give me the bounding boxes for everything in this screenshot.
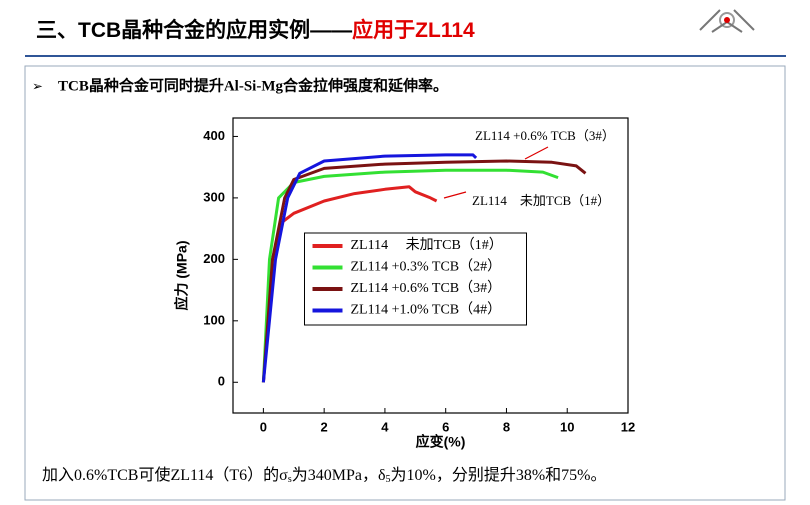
y-tick-label: 300	[203, 189, 225, 204]
x-tick-label: 8	[503, 419, 510, 434]
x-tick-label: 2	[321, 419, 328, 434]
logo	[699, 9, 755, 33]
bullet-marker: ➢	[32, 78, 43, 93]
annotation-arrow	[524, 146, 549, 160]
title-text: 三、TCB晶种合金的应用实例——	[36, 18, 352, 42]
plot-frame	[232, 117, 629, 414]
legend-label: ZL114 +0.3% TCB（2#）	[351, 259, 502, 275]
legend-label: ZL114 +1.0% TCB（4#）	[351, 302, 502, 318]
content-frame	[24, 65, 786, 501]
series-line	[261, 168, 559, 383]
legend-label: ZL114 未加TCB（1#）	[351, 237, 503, 253]
chart: 0 2 4 6 8 10 12 0 100 200 300 400 应变(%) 应力 (MPa) ZL114…	[174, 117, 635, 450]
y-tick-label: 400	[203, 128, 225, 143]
legend-label: ZL114 +0.6% TCB（3#）	[351, 280, 502, 296]
x-tick-label: 6	[442, 419, 449, 434]
footer-part: 加入0.6%TCB可使ZL114（T6）的σ	[42, 466, 288, 484]
footer-text: 加入0.6%TCB可使ZL114（T6）的σs为340MPa，δ5为10%，分别…	[42, 466, 607, 486]
annotation: ZL114 +0.6% TCB（3#）	[475, 128, 615, 143]
footer-sub: s	[288, 474, 292, 485]
footer-part: 为10%，分别提升38%和75%。	[391, 466, 607, 484]
footer-sub: 5	[386, 474, 391, 485]
footer-part: 为340MPa，δ	[292, 466, 386, 484]
x-tick-label: 4	[381, 419, 389, 434]
y-tick-label: 100	[203, 312, 225, 327]
annotation: ZL114 未加TCB（1#）	[472, 193, 610, 208]
bullet-text: TCB晶种合金可同时提升Al-Si-Mg合金拉伸强度和延伸率。	[58, 76, 448, 94]
x-tick-label: 10	[560, 419, 574, 434]
title-highlight: 应用于ZL114	[352, 18, 475, 42]
x-axis-label: 应变(%)	[416, 434, 466, 450]
series-line	[261, 153, 478, 383]
x-tick-label: 0	[260, 419, 267, 434]
y-axis-label: 应力 (MPa)	[174, 241, 190, 311]
annotation-arrow	[443, 191, 467, 199]
y-tick-label: 0	[218, 374, 225, 389]
slide-title: 三、TCB晶种合金的应用实例——应用于ZL114	[36, 18, 475, 42]
y-tick-label: 200	[203, 251, 225, 266]
x-tick-label: 12	[621, 419, 635, 434]
series-line	[261, 159, 587, 383]
